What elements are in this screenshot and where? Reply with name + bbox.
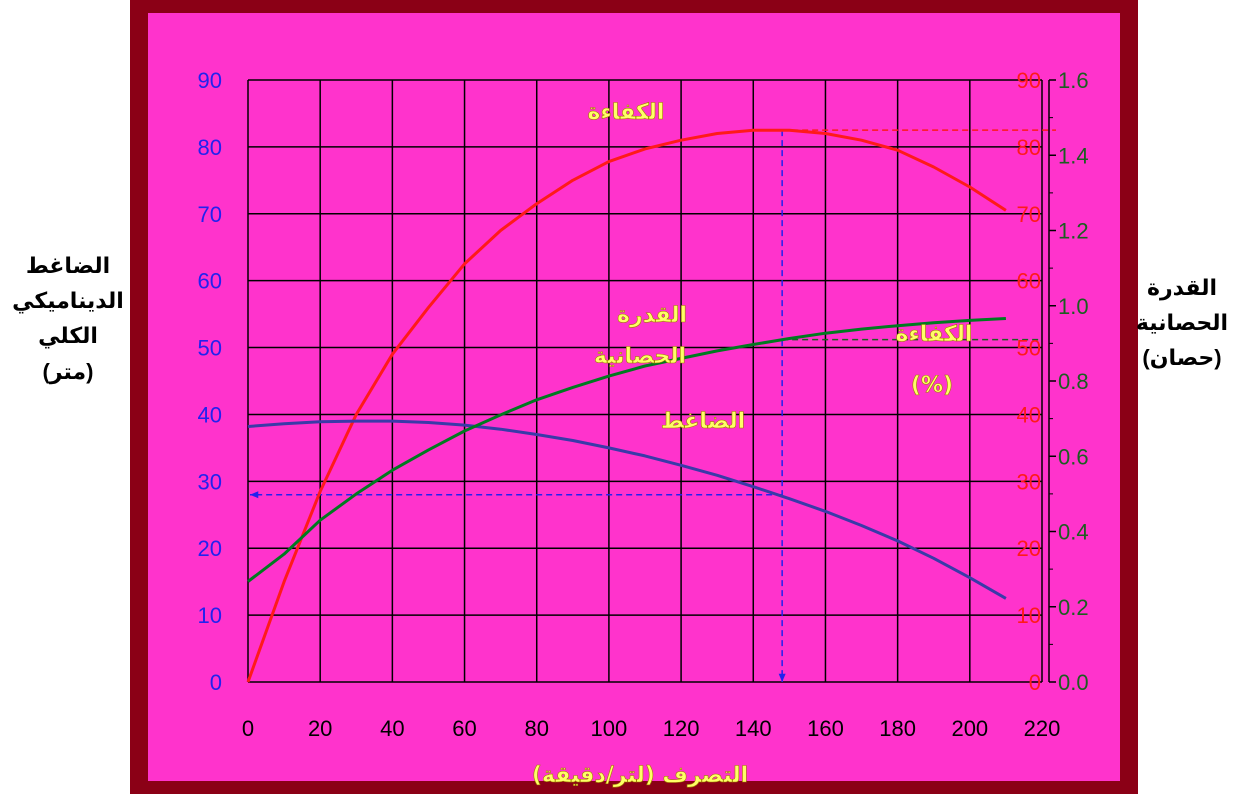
x-tick-label: 40 [380, 716, 404, 741]
x-tick-label: 160 [807, 716, 844, 741]
left-tick-label: 0 [210, 670, 222, 695]
efficiency-tick-label: 50 [1017, 336, 1041, 361]
efficiency-curve-label: الكفاءة [588, 100, 665, 125]
left-axis-title: الضاغط الديناميكي الكلي (متر) [8, 248, 128, 389]
left-tick-label: 10 [198, 603, 222, 628]
right-axis-title-line: الحصانية [1135, 310, 1229, 336]
left-tick-label: 20 [198, 536, 222, 561]
x-tick-label: 60 [452, 716, 476, 741]
efficiency-tick-label: 10 [1017, 603, 1041, 628]
right-axis-title-line: (حصان) [1142, 345, 1222, 371]
power-curve-label-line2: الحصانية [594, 344, 686, 369]
efficiency-tick-label: 60 [1017, 269, 1041, 294]
left-axis-title-line: (متر) [42, 358, 94, 384]
power-tick-label: 0.2 [1058, 595, 1089, 620]
operating-point-guides [250, 129, 1056, 682]
right-axis-title-line: القدرة [1147, 275, 1217, 300]
efficiency-tick-label: 30 [1017, 469, 1041, 494]
power-tick-label: 1.4 [1058, 143, 1089, 168]
efficiency-tick-label: 0 [1029, 670, 1041, 695]
efficiency-curve [246, 128, 1007, 683]
x-tick-label: 220 [1024, 716, 1061, 741]
left-axis-title-line: الديناميكي [12, 288, 124, 314]
efficiency-tick-label: 70 [1017, 202, 1041, 227]
left-tick-label: 40 [198, 402, 222, 427]
x-tick-label: 0 [242, 716, 254, 741]
efficiency-tick-label: 80 [1017, 135, 1041, 160]
left-tick-label: 80 [198, 135, 222, 160]
x-tick-label: 100 [591, 716, 628, 741]
head-curve [247, 419, 1007, 600]
x-tick-label: 140 [735, 716, 772, 741]
x-tick-label: 20 [308, 716, 332, 741]
left-tick-label: 70 [198, 202, 222, 227]
power-tick-label: 1.6 [1058, 68, 1089, 93]
power-curve-label-line1: القدرة [617, 303, 687, 328]
head-curve-label: الضاغط [661, 409, 745, 434]
right-axis-title: القدرة الحصانية (حصان) [1122, 270, 1242, 376]
left-tick-label: 60 [198, 269, 222, 294]
series-lines [246, 128, 1007, 683]
efficiency-tick-label: 20 [1017, 536, 1041, 561]
x-tick-label: 80 [524, 716, 548, 741]
power-tick-label: 0.8 [1058, 369, 1089, 394]
x-axis-title: التصرف (لتر/دقيقة) [532, 763, 748, 788]
efficiency-tick-label: 90 [1017, 68, 1041, 93]
grid [247, 79, 1043, 683]
efficiency-tick-label: 40 [1017, 402, 1041, 427]
power-tick-label: 0.0 [1058, 670, 1089, 695]
power-tick-label: 0.4 [1058, 520, 1089, 545]
x-tick-label: 120 [663, 716, 700, 741]
axes: 0 20 40 60 80 100 120 140 160 180 200 2200102030405… [198, 68, 1089, 741]
left-tick-label: 30 [198, 469, 222, 494]
operating-head-guide-head [250, 491, 259, 499]
efficiency-axis-label: الكفاءة [896, 322, 973, 347]
power-curve [247, 317, 1006, 583]
left-tick-label: 50 [198, 336, 222, 361]
left-tick-label: 90 [198, 68, 222, 93]
power-tick-label: 1.2 [1058, 219, 1089, 244]
chart-panel [148, 13, 1120, 781]
x-tick-label: 200 [951, 716, 988, 741]
curve-labels: الكفاءة القدرة الحصانية الضاغط الكفاءة (… [587, 100, 973, 435]
power-tick-label: 0.6 [1058, 444, 1089, 469]
left-axis-title-line: الضاغط [25, 253, 111, 278]
x-tick-label: 180 [879, 716, 916, 741]
left-axis-title-line: الكلي [38, 323, 98, 349]
efficiency-unit-label: (%) [911, 373, 953, 398]
operating-flow-guide-head [778, 673, 786, 682]
power-tick-label: 1.0 [1058, 294, 1089, 319]
